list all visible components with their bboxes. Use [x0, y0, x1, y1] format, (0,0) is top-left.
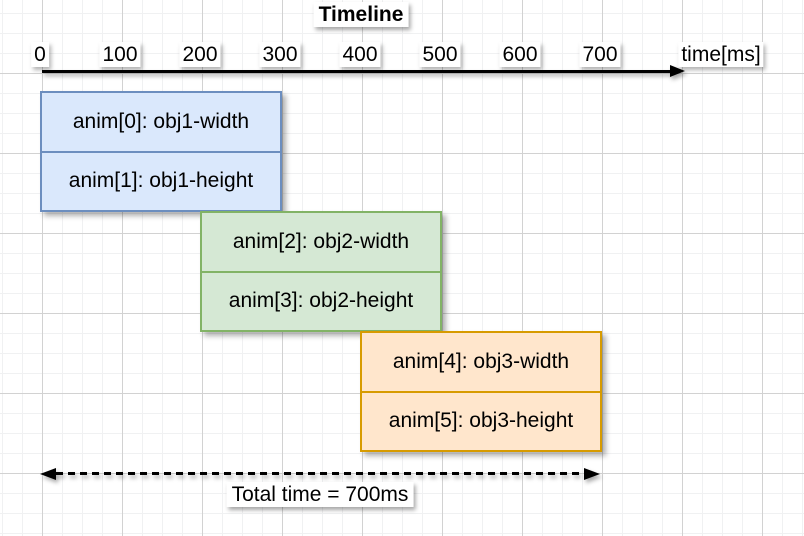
arrowhead-right-icon — [584, 467, 600, 480]
axis-tick-label: 700 — [579, 42, 621, 67]
arrowhead-left-icon — [40, 467, 56, 480]
anim-bar-2: anim[2]: obj2-width — [202, 213, 440, 271]
anim-bar-label: anim[2]: obj2-width — [232, 229, 410, 253]
axis-tick-label: 100 — [99, 42, 141, 67]
track-obj2: anim[2]: obj2-width anim[3]: obj2-height — [200, 211, 442, 332]
track-obj1: anim[0]: obj1-width anim[1]: obj1-height — [40, 91, 282, 212]
total-duration-arrow — [40, 467, 600, 480]
axis-tick-label: 0 — [31, 42, 49, 67]
anim-bar-3: anim[3]: obj2-height — [202, 270, 440, 331]
axis-tick-label: 600 — [499, 42, 541, 67]
anim-bar-label: anim[0]: obj1-width — [72, 109, 250, 133]
axis-tick-label: 200 — [179, 42, 221, 67]
anim-bar-0: anim[0]: obj1-width — [42, 93, 280, 151]
axis-tick-label: 500 — [419, 42, 461, 67]
track-obj3: anim[4]: obj3-width anim[5]: obj3-height — [360, 331, 602, 452]
diagram-title: Timeline — [313, 2, 409, 27]
anim-bar-4: anim[4]: obj3-width — [362, 333, 600, 391]
total-time-label: Total time = 700ms — [226, 482, 414, 507]
axis-tick-label: 300 — [259, 42, 301, 67]
anim-bar-5: anim[5]: obj3-height — [362, 390, 600, 451]
axis-tick-label: 400 — [339, 42, 381, 67]
anim-bar-label: anim[5]: obj3-height — [388, 409, 574, 433]
axis-arrowhead-icon — [670, 65, 685, 77]
dashed-line — [56, 472, 584, 475]
anim-bar-label: anim[4]: obj3-width — [392, 349, 570, 373]
anim-bar-label: anim[3]: obj2-height — [228, 289, 414, 313]
anim-bar-1: anim[1]: obj1-height — [42, 150, 280, 211]
time-axis — [42, 65, 686, 78]
axis-line — [42, 70, 672, 73]
anim-bar-label: anim[1]: obj1-height — [68, 169, 254, 193]
axis-unit-label: time[ms] — [678, 42, 764, 67]
